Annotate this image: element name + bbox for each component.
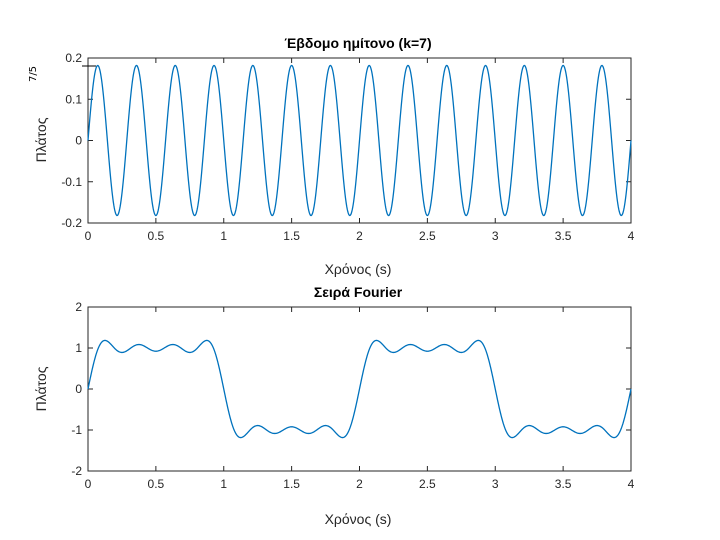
handwritten-fraction: 7/5 [28, 66, 39, 82]
y-tick-labels: -2 -1 0 1 2 [71, 300, 82, 478]
series-line [87, 339, 632, 439]
x-tick-label: 4 [628, 477, 635, 491]
y-tick-label: -0.2 [61, 216, 82, 230]
y-tick-label: -0.1 [61, 175, 82, 189]
y-tick-label: 0.2 [65, 51, 82, 65]
x-tick-label: 1 [220, 477, 227, 491]
subplot-seventh-sine: Έβδομο ημίτονο (k=7) 0 0.5 1 1.5 2 2.5 3 3.5 4 -… [33, 35, 635, 277]
x-tick-label: 1.5 [283, 477, 300, 491]
subplot-fourier-series: Σειρά Fourier 0 0.5 1 1.5 2 2.5 3 3.5 4 -2-1012 … [33, 284, 635, 527]
x-axis-label: Χρόνος (s) [325, 511, 392, 527]
x-tick-label: 4 [628, 229, 635, 243]
x-tick-label: 2 [356, 229, 363, 243]
x-tick-label: 0.5 [148, 477, 165, 491]
y-tick-label: 0 [75, 382, 82, 396]
ticks [87, 306, 632, 472]
chart-title: Έβδομο ημίτονο (k=7) [284, 35, 431, 51]
x-tick-label: 2.5 [419, 477, 436, 491]
x-tick-label: 3 [492, 229, 499, 243]
chart-title: Σειρά Fourier [314, 284, 403, 300]
x-tick-label: 2.5 [419, 229, 436, 243]
y-tick-label: 0.1 [65, 92, 82, 106]
y-tick-label: -1 [71, 423, 82, 437]
x-tick-label: 2 [356, 477, 363, 491]
y-tick-labels: -0.2 -0.1 0 0.1 0.2 [61, 51, 82, 230]
y-axis-label: Πλάτος [33, 366, 49, 411]
x-tick-label: 1.5 [283, 229, 300, 243]
x-tick-label: 0.5 [148, 229, 165, 243]
x-tick-label: 0 [85, 477, 92, 491]
y-tick-label: 2 [75, 300, 82, 314]
x-tick-label: 3.5 [555, 229, 572, 243]
x-tick-label: 0 [85, 229, 92, 243]
y-tick-label: -2 [71, 464, 82, 478]
x-tick-label: 1 [220, 229, 227, 243]
series-line [87, 64, 632, 217]
handwritten-annotation: 7/5 [28, 66, 39, 82]
ticks [87, 57, 632, 224]
y-axis-label: Πλάτος [33, 117, 49, 162]
x-tick-label: 3 [492, 477, 499, 491]
x-tick-labels: 0 0.5 1 1.5 2 2.5 3 3.5 4 [85, 477, 635, 491]
y-tick-label: 1 [75, 341, 82, 355]
y-tick-label: 0 [75, 134, 82, 148]
x-tick-labels: 0 0.5 1 1.5 2 2.5 3 3.5 4 [85, 229, 635, 243]
x-axis-label: Χρόνος (s) [325, 261, 392, 277]
x-tick-label: 3.5 [555, 477, 572, 491]
